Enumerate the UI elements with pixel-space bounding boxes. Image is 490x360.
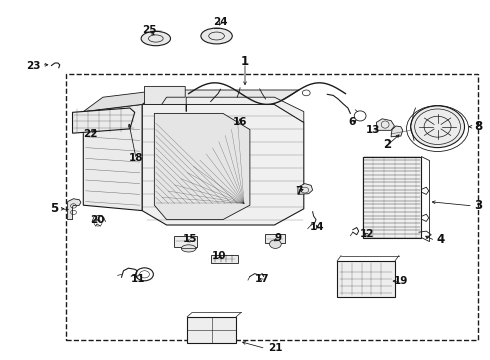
Polygon shape — [142, 90, 299, 104]
Text: 1: 1 — [241, 55, 249, 68]
Text: 15: 15 — [183, 234, 197, 244]
Bar — [337, 261, 395, 297]
Polygon shape — [154, 113, 250, 220]
Polygon shape — [142, 104, 304, 225]
Ellipse shape — [201, 28, 232, 44]
Text: 18: 18 — [129, 153, 144, 163]
Text: 11: 11 — [131, 274, 146, 284]
Text: 24: 24 — [213, 17, 228, 27]
Text: 6: 6 — [348, 117, 355, 127]
Text: 25: 25 — [142, 24, 157, 35]
Text: 21: 21 — [269, 343, 283, 354]
Polygon shape — [376, 119, 394, 130]
Text: 10: 10 — [212, 251, 227, 261]
Text: 13: 13 — [366, 125, 381, 135]
Text: 7: 7 — [295, 186, 303, 196]
Bar — [211, 255, 238, 263]
Polygon shape — [73, 108, 135, 133]
Text: 14: 14 — [310, 222, 325, 232]
Text: 8: 8 — [474, 120, 483, 132]
Text: 22: 22 — [83, 129, 98, 139]
Polygon shape — [391, 126, 403, 137]
Ellipse shape — [141, 31, 171, 46]
Polygon shape — [298, 184, 313, 194]
Ellipse shape — [181, 245, 196, 252]
Bar — [174, 236, 197, 247]
Text: 5: 5 — [49, 202, 58, 215]
Bar — [363, 157, 421, 238]
Polygon shape — [145, 86, 185, 104]
Text: 12: 12 — [360, 229, 375, 239]
Bar — [66, 74, 478, 340]
Polygon shape — [83, 104, 142, 211]
Text: 23: 23 — [25, 60, 40, 71]
Polygon shape — [68, 199, 81, 220]
Text: 9: 9 — [275, 233, 282, 243]
Text: 20: 20 — [90, 215, 104, 225]
Text: 3: 3 — [474, 199, 483, 212]
Bar — [265, 234, 285, 243]
Ellipse shape — [411, 106, 465, 148]
Text: 4: 4 — [436, 233, 444, 246]
Text: 19: 19 — [393, 276, 408, 286]
Text: 16: 16 — [233, 117, 247, 127]
Ellipse shape — [270, 240, 281, 248]
Bar — [187, 317, 236, 343]
Polygon shape — [186, 97, 304, 122]
Polygon shape — [83, 90, 162, 112]
Text: 2: 2 — [383, 138, 391, 150]
Text: 17: 17 — [255, 274, 270, 284]
